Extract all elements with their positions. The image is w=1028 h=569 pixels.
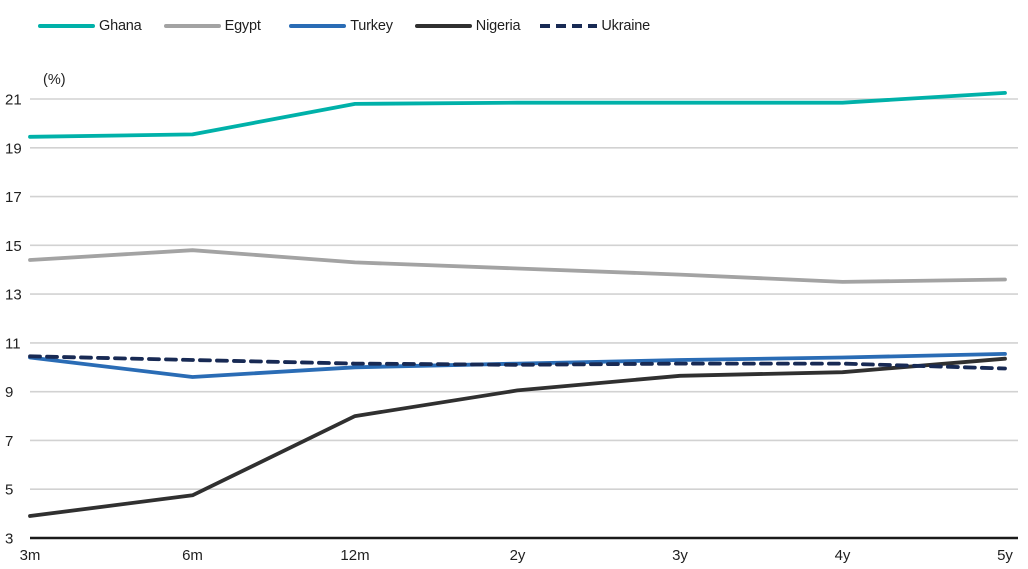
legend-swatch-nigeria	[414, 24, 472, 28]
legend-label: Ukraine	[601, 18, 650, 34]
legend-item-turkey: Turkey	[289, 17, 393, 35]
y-tick-label: 21	[5, 92, 22, 109]
legend-swatch-egypt	[163, 24, 221, 28]
series-line-nigeria	[28, 356, 1007, 518]
y-tick-label: 11	[5, 335, 21, 352]
y-tick-label: 3	[5, 531, 13, 548]
y-tick-label: 17	[5, 189, 22, 206]
chart-legend: Ghana Egypt Turkey Nigeria Ukraine	[0, 17, 1028, 35]
legend-swatch-ghana	[38, 24, 95, 28]
x-tick-label: 3m	[20, 547, 41, 564]
y-tick-label: 19	[5, 140, 22, 157]
x-tick-label: 3y	[672, 547, 688, 564]
y-tick-label: 9	[5, 384, 13, 401]
y-tick-label: 7	[5, 433, 13, 450]
y-axis-unit-label: (%)	[43, 72, 66, 88]
x-tick-label: 6m	[182, 547, 203, 564]
legend-item-ghana: Ghana	[38, 17, 142, 35]
legend-label: Ghana	[99, 18, 142, 34]
legend-item-egypt: Egypt	[163, 17, 261, 35]
x-tick-label: 12m	[340, 547, 369, 564]
y-tick-label: 15	[5, 238, 22, 255]
legend-label: Nigeria	[475, 18, 521, 34]
series-line-egypt	[28, 248, 1007, 284]
y-tick-label: 5	[5, 482, 13, 499]
legend-item-ukraine: Ukraine	[540, 17, 650, 35]
legend-item-nigeria: Nigeria	[414, 17, 521, 35]
series-line-ukraine	[28, 354, 1007, 371]
x-tick-label: 2y	[510, 547, 526, 564]
legend-swatch-turkey	[289, 24, 347, 28]
legend-label: Egypt	[224, 18, 261, 34]
y-tick-label: 13	[5, 287, 22, 304]
legend-label: Turkey	[350, 18, 393, 34]
x-tick-label: 5y	[997, 547, 1013, 564]
legend-swatch-ukraine	[540, 24, 598, 28]
x-tick-label: 4y	[835, 547, 851, 564]
series-line-ghana	[28, 91, 1007, 139]
series-line-turkey	[28, 351, 1007, 379]
